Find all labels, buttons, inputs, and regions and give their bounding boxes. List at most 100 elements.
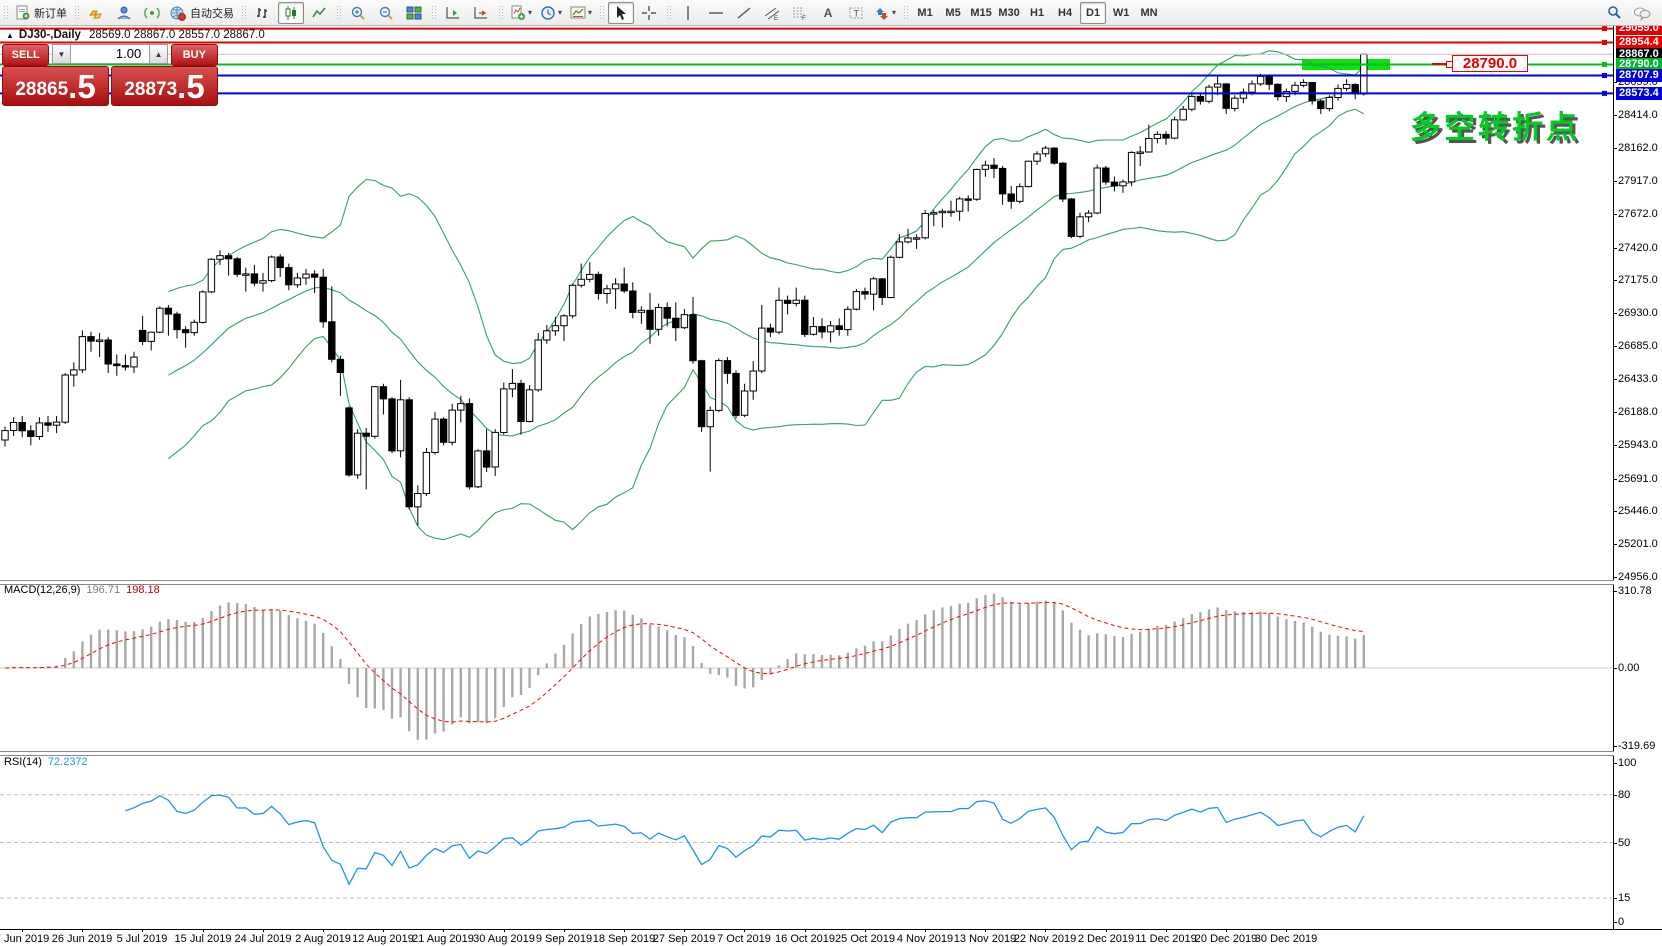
price-chart-canvas[interactable] <box>0 26 1662 946</box>
trendline-button[interactable] <box>731 2 757 24</box>
timeframe-button-M5[interactable]: M5 <box>945 6 961 19</box>
autotrading-button[interactable]: 自动交易 <box>167 2 237 24</box>
rsi-pane-separator[interactable] <box>0 751 1614 756</box>
horizontal-line-button[interactable] <box>703 2 729 24</box>
date-label: 16 Oct 2019 <box>775 933 835 945</box>
clock-icon <box>540 5 556 21</box>
toolbar: 新订单 自动交易 ▾ ▾ ▾ E F A T ▾ <box>0 0 1662 26</box>
buy-price-display[interactable]: 28873 .5 <box>111 66 218 106</box>
timeframe-button-H1[interactable]: H1 <box>1030 6 1045 19</box>
timeframe-button-H4[interactable]: H4 <box>1058 6 1073 19</box>
vertical-line-button[interactable] <box>675 2 701 24</box>
toolbar-grip[interactable] <box>666 4 672 21</box>
channel-button[interactable]: E <box>759 2 785 24</box>
toolbar-grip[interactable] <box>498 4 503 21</box>
tile-windows-icon <box>406 5 422 21</box>
search-button[interactable] <box>1601 2 1627 24</box>
candlestick-chart-button[interactable] <box>278 1 304 24</box>
sell-price-display[interactable]: 28865 .5 <box>2 66 109 106</box>
volume-input[interactable]: 1.00 <box>70 44 150 64</box>
arrows-button[interactable]: ▾ <box>871 2 899 24</box>
toolbar-grip[interactable] <box>599 4 605 21</box>
date-label: 30 Dec 2019 <box>1254 933 1318 945</box>
chart-shift-button[interactable] <box>468 2 494 24</box>
new-order-label: 新订单 <box>34 7 67 20</box>
toolbar-grip[interactable] <box>3 4 8 21</box>
rsi-tick <box>1613 922 1617 923</box>
timeframe-group: M1 M5 M15 M30 H1 H4 D1 W1 MN <box>911 1 1163 24</box>
bar-chart-button[interactable] <box>250 2 276 24</box>
toolbar-grip[interactable] <box>903 4 909 21</box>
autotrading-label: 自动交易 <box>190 7 234 20</box>
date-label: 9 Sep 2019 <box>535 933 593 945</box>
zoom-in-button[interactable] <box>345 2 371 24</box>
fibonacci-button[interactable]: F <box>787 2 813 24</box>
timeframe-button-M30[interactable]: M30 <box>998 6 1020 19</box>
timeframe-button-D1[interactable]: D1 <box>1080 1 1107 24</box>
price-tick <box>1613 115 1617 116</box>
rsi-tick-label: 100 <box>1618 757 1637 769</box>
text-button[interactable]: A <box>815 2 841 24</box>
date-label: 21 Aug 2019 <box>412 933 474 945</box>
timeframe-button-M1[interactable]: M1 <box>917 6 933 19</box>
date-tick <box>684 929 685 932</box>
auto-scroll-button[interactable] <box>440 2 466 24</box>
sell-button[interactable]: SELL <box>2 44 50 66</box>
date-tick <box>805 929 806 932</box>
timeframe-button-MN[interactable]: MN <box>1140 6 1158 19</box>
chart-shift-icon <box>473 5 489 21</box>
svg-text:F: F <box>802 16 806 21</box>
signals-button[interactable] <box>139 2 165 24</box>
level-price-label: 28867.0 <box>1616 48 1662 61</box>
expand-arrow-icon[interactable]: ▲ <box>6 30 14 40</box>
line-chart-button[interactable] <box>306 2 332 24</box>
crosshair-button[interactable] <box>636 2 662 24</box>
rsi-name: RSI(14) <box>4 756 42 768</box>
macd-pane-separator[interactable] <box>0 580 1614 585</box>
gold-button[interactable] <box>83 2 109 24</box>
timeframe-button-M15[interactable]: M15 <box>970 6 992 19</box>
zoom-in-icon <box>350 5 366 21</box>
templates-button[interactable]: ▾ <box>567 2 595 24</box>
price-tick <box>1613 280 1617 281</box>
template-icon <box>570 5 586 21</box>
buy-price-main: 28873 <box>124 79 178 100</box>
toolbar-grip[interactable] <box>241 4 246 21</box>
price-tick <box>1613 181 1617 182</box>
macd-tick <box>1613 746 1617 747</box>
indicators-button[interactable]: ▾ <box>507 2 535 24</box>
price-tick <box>1613 148 1617 149</box>
new-order-button[interactable]: 新订单 <box>12 2 70 24</box>
toolbar-grip[interactable] <box>336 4 341 21</box>
periods-button[interactable]: ▾ <box>537 2 565 24</box>
community-button[interactable] <box>111 2 137 24</box>
timeframe-button-W1[interactable]: W1 <box>1112 6 1130 19</box>
arrows-icon <box>874 5 890 21</box>
date-tick <box>624 929 625 932</box>
date-label: 11 Dec 2019 <box>1135 933 1197 945</box>
date-label: 12 Aug 2019 <box>352 933 414 945</box>
price-tick-label: 27917.0 <box>1618 175 1658 187</box>
price-tick <box>1613 214 1617 215</box>
chart-area[interactable]: ▲ DJ30-,Daily 28569.0 28867.0 28557.0 28… <box>0 26 1662 946</box>
price-tick <box>1613 445 1617 446</box>
volume-decrease-button[interactable]: ▼ <box>52 44 71 64</box>
toolbar-grip[interactable] <box>431 4 436 21</box>
price-tick <box>1613 577 1617 578</box>
buy-button[interactable]: BUY <box>170 44 219 66</box>
label-button[interactable]: T <box>843 2 869 24</box>
volume-increase-button[interactable]: ▲ <box>149 44 168 64</box>
tile-windows-button[interactable] <box>401 2 427 24</box>
macd-tick <box>1613 668 1617 669</box>
callout-connector <box>1432 63 1450 65</box>
price-callout-label[interactable]: 28790.0 <box>1452 55 1528 72</box>
channel-icon: E <box>764 5 780 21</box>
price-tick <box>1613 313 1617 314</box>
price-axis-line <box>1613 26 1614 929</box>
zoom-out-button[interactable] <box>373 2 399 24</box>
toolbar-grip[interactable] <box>74 4 79 21</box>
turning-point-annotation[interactable]: 多空转折点 <box>1410 110 1580 145</box>
cursor-button[interactable] <box>608 1 635 24</box>
chat-button[interactable] <box>1629 2 1655 24</box>
cursor-icon <box>613 5 629 21</box>
